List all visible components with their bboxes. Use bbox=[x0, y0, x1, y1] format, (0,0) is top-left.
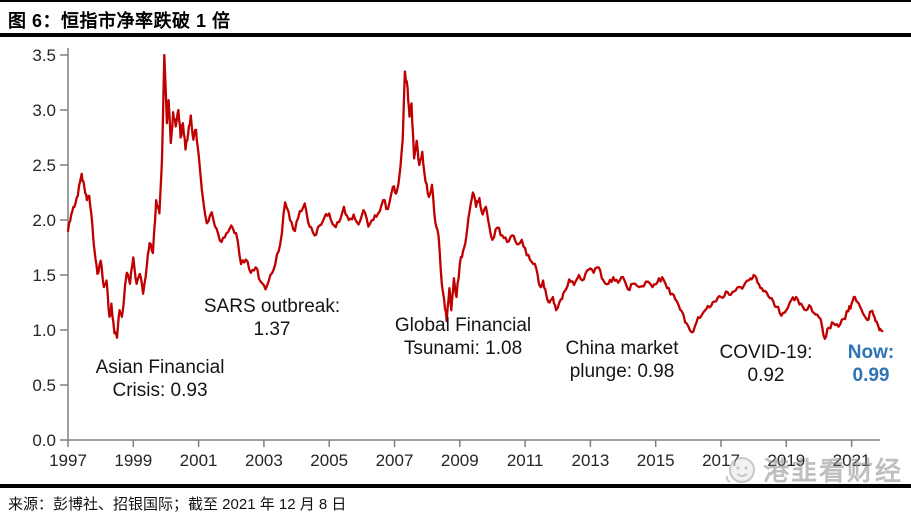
x-tick-label: 2003 bbox=[245, 451, 283, 470]
x-tick-label: 2021 bbox=[833, 451, 871, 470]
annotation-line: Asian Financial bbox=[95, 357, 225, 378]
x-tick-label: 2019 bbox=[767, 451, 805, 470]
y-tick-label: 3.5 bbox=[32, 46, 56, 65]
x-tick-label: 2015 bbox=[637, 451, 675, 470]
y-tick-label: 0.0 bbox=[32, 431, 56, 450]
y-tick-label: 1.5 bbox=[32, 266, 56, 285]
source-note: 来源：彭博社、招银国际；截至 2021 年 12 月 8 日 bbox=[8, 496, 347, 513]
annotation-line: Global Financial bbox=[394, 315, 532, 336]
y-tick-label: 0.5 bbox=[32, 376, 56, 395]
annotation-line: SARS outbreak: bbox=[203, 296, 341, 317]
bottom-divider bbox=[0, 484, 911, 488]
annotation-value: Tsunami: 1.08 bbox=[403, 338, 523, 359]
x-tick-label: 2009 bbox=[441, 451, 479, 470]
annotation-line: COVID-19: bbox=[719, 342, 813, 363]
annotation-value: plunge: 0.98 bbox=[569, 361, 675, 382]
x-tick-label: 2011 bbox=[507, 451, 544, 470]
top-rule bbox=[0, 0, 911, 2]
annotation-value: 0.99 bbox=[852, 365, 890, 386]
annotation-china-market-plunge: China market plunge: 0.98 bbox=[566, 337, 679, 383]
annotation-value: Crisis: 0.93 bbox=[112, 380, 208, 401]
title-divider bbox=[0, 33, 911, 37]
y-tick-label: 3.0 bbox=[32, 101, 56, 120]
x-tick-label: 2017 bbox=[702, 451, 740, 470]
x-tick-label: 2007 bbox=[376, 451, 414, 470]
x-tick-label: 2005 bbox=[310, 451, 348, 470]
x-tick-label: 1997 bbox=[49, 451, 87, 470]
annotation-asian-financial-crisis: Asian Financial Crisis: 0.93 bbox=[96, 356, 225, 402]
annotation-line: China market bbox=[565, 338, 679, 359]
x-tick-label: 2013 bbox=[571, 451, 609, 470]
x-tick-label: 1999 bbox=[114, 451, 152, 470]
annotation-line: Now: bbox=[847, 342, 895, 363]
pb-ratio-line bbox=[66, 53, 884, 340]
figure-title: 图 6：恒指市净率跌破 1 倍 bbox=[8, 11, 231, 31]
annotation-value: 1.37 bbox=[253, 319, 291, 340]
annotation-global-financial-tsunami: Global Financial Tsunami: 1.08 bbox=[395, 314, 531, 360]
annotation-value: 0.92 bbox=[747, 365, 785, 386]
annotation-sars-outbreak: SARS outbreak: 1.37 bbox=[204, 295, 340, 341]
x-tick-label: 2001 bbox=[180, 451, 218, 470]
y-tick-label: 2.5 bbox=[32, 156, 56, 175]
annotation-now: Now: 0.99 bbox=[848, 341, 894, 387]
y-tick-label: 2.0 bbox=[32, 211, 56, 230]
annotation-covid-19: COVID-19: 0.92 bbox=[720, 341, 813, 387]
y-tick-label: 1.0 bbox=[32, 321, 56, 340]
